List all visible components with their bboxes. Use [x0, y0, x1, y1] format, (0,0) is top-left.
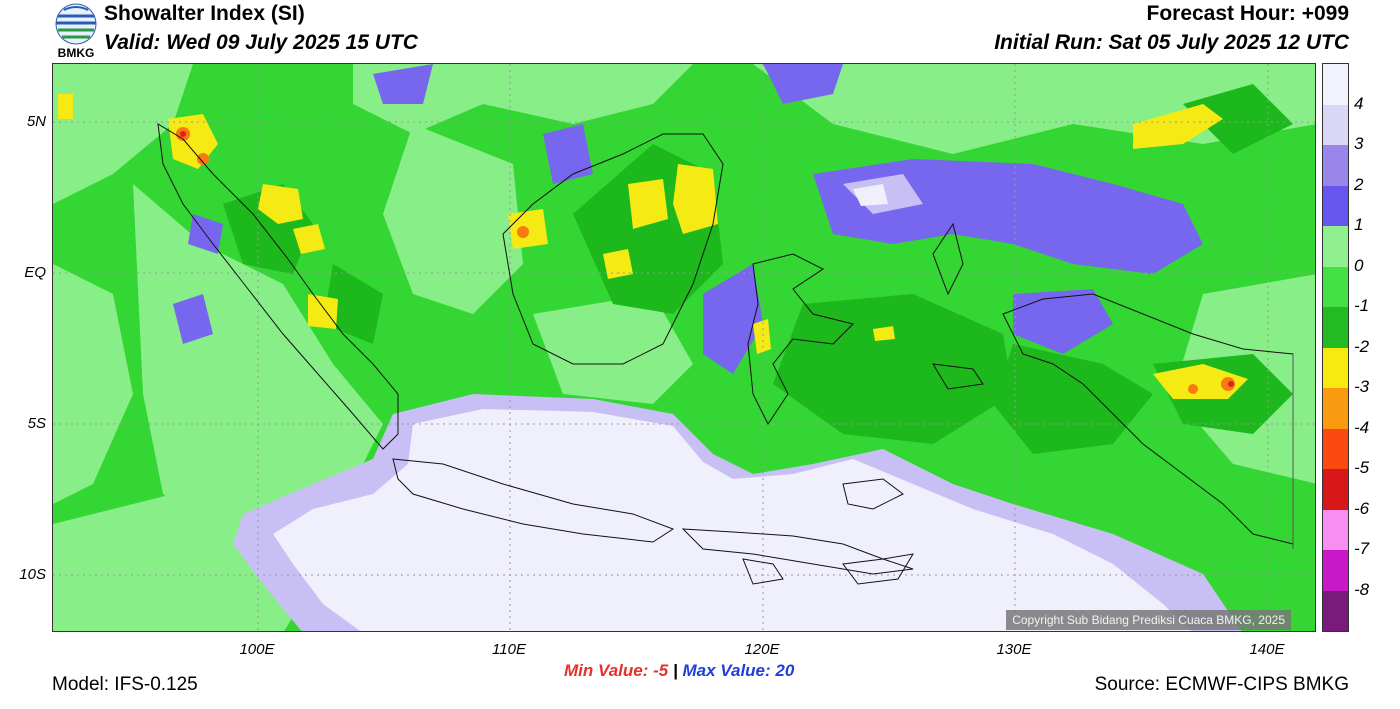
colorbar-segment: [1323, 145, 1348, 186]
colorbar-label: 3: [1354, 134, 1364, 153]
map-panel: Copyright Sub Bidang Prediksi Cuaca BMKG…: [52, 63, 1316, 632]
lat-label-5s: 5S: [27, 415, 46, 432]
si-minus-two-regions: [58, 94, 1248, 399]
si-minus-three-regions: [176, 127, 1235, 394]
colorbar-segment: [1323, 104, 1348, 145]
lon-label-100e: 100E: [239, 641, 275, 658]
initial-run: Initial Run: Sat 05 July 2025 12 UTC: [994, 31, 1349, 54]
halmahera-coast: [932, 222, 964, 296]
stats-separator: |: [672, 661, 678, 680]
lon-label-110e: 110E: [492, 641, 526, 658]
colorbar-label: 0: [1354, 255, 1364, 275]
sumba-coast: [742, 558, 784, 585]
si-minus-four-regions: [180, 131, 1234, 387]
sulawesi-coast: [747, 253, 854, 425]
colorbar-label: -8: [1354, 579, 1370, 599]
sumatra-coast: [157, 123, 399, 450]
lat-label-eq: EQ: [24, 264, 46, 281]
borneo-coast: [502, 133, 724, 365]
showalter-field-map: [53, 64, 1315, 631]
colorbar-segment: [1323, 428, 1348, 469]
colorbar-segment: [1323, 307, 1348, 348]
lon-label-120e: 120E: [744, 641, 780, 658]
coastlines: [157, 123, 1294, 585]
max-value: 20: [775, 661, 795, 680]
si-minus-one-regions: [223, 84, 1293, 454]
colorbar-label: -5: [1354, 458, 1370, 477]
bmkg-logo: BMKG: [52, 2, 100, 60]
lon-label-140e: 140E: [1249, 641, 1285, 658]
bmkg-logo-icon: [55, 3, 97, 45]
colorbar-label: -3: [1354, 377, 1370, 396]
colorbar-segment: [1323, 347, 1348, 388]
min-label: Min Value:: [564, 661, 649, 680]
forecast-hour: Forecast Hour: +099: [1146, 2, 1350, 25]
colorbar-segment: [1323, 185, 1348, 226]
colorbar-label: -1: [1354, 296, 1370, 315]
chart-title: Showalter Index (SI): [104, 2, 305, 25]
model-label: Model: IFS-0.125: [52, 674, 198, 695]
new-guinea-coast: [1002, 293, 1294, 545]
colorbar-segment: [1323, 64, 1348, 105]
lat-label-5n: 5N: [26, 113, 46, 130]
min-max-values: Min Value: -5 | Max Value: 20: [564, 661, 794, 681]
si-plus-four-region: [273, 184, 1191, 631]
colorbar-segment: [1323, 469, 1348, 510]
copyright-note: Copyright Sub Bidang Prediksi Cuaca BMKG…: [1006, 610, 1291, 630]
timor-coast: [842, 553, 914, 585]
colorbar-label: -2: [1354, 336, 1370, 356]
seram-coast: [932, 363, 984, 390]
max-label: Max Value:: [682, 661, 771, 680]
logo-text: BMKG: [57, 46, 95, 60]
colorbar-segment: [1323, 590, 1348, 631]
colorbar: [1322, 63, 1349, 632]
java-coast: [392, 458, 675, 543]
lat-label-10s: 10S: [19, 566, 46, 583]
colorbar-label: -6: [1354, 498, 1370, 518]
colorbar-label: -4: [1354, 417, 1370, 437]
valid-time: Valid: Wed 09 July 2025 15 UTC: [104, 31, 418, 54]
colorbar-segment: [1323, 388, 1348, 429]
colorbar-segment: [1323, 550, 1348, 591]
colorbar-segment: [1323, 266, 1348, 307]
source-label: Source: ECMWF-CIPS BMKG: [1094, 674, 1349, 695]
colorbar-segment: [1323, 509, 1348, 550]
colorbar-segment: [1323, 226, 1348, 267]
lon-label-130e: 130E: [996, 641, 1032, 658]
colorbar-label: 2: [1354, 174, 1364, 194]
colorbar-label: -7: [1354, 539, 1370, 558]
colorbar-label: 4: [1354, 93, 1364, 113]
nusa-tenggara-coast: [681, 528, 914, 575]
flores-sea-island: [842, 478, 904, 510]
min-value: -5: [653, 661, 669, 680]
colorbar-label: 1: [1354, 215, 1364, 234]
